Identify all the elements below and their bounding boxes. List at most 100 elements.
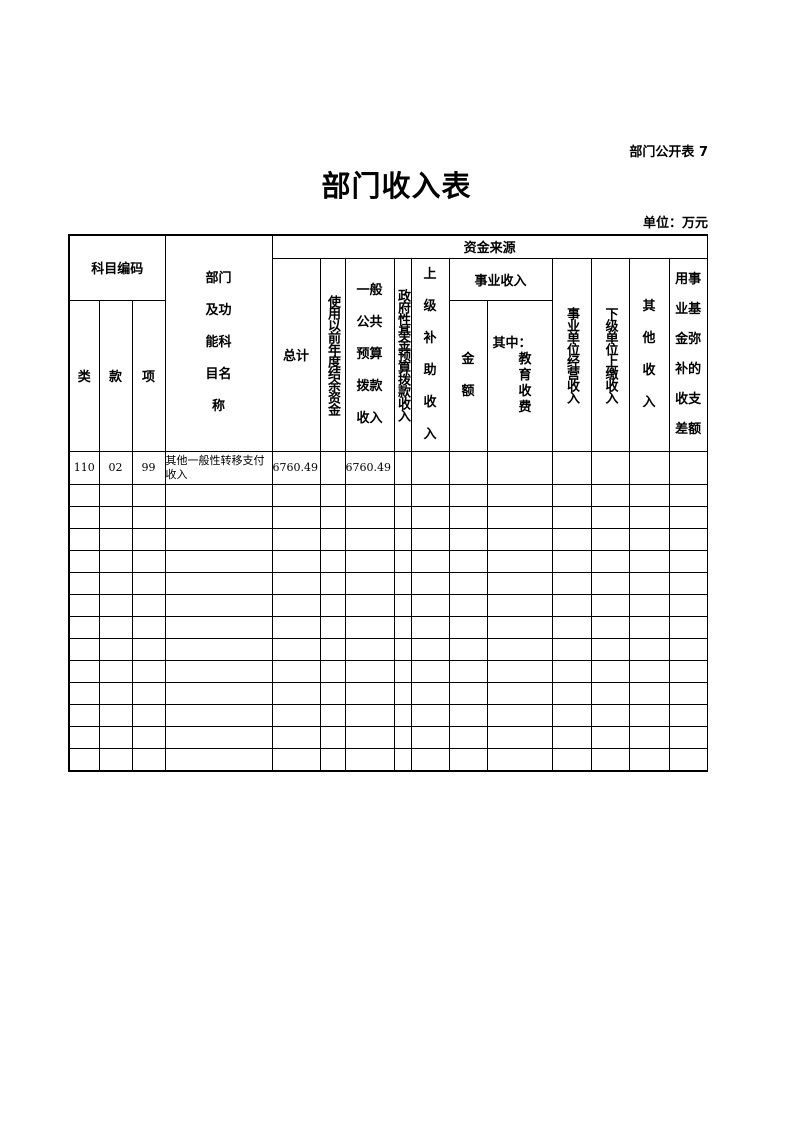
empty-cell xyxy=(590,527,630,551)
empty-cell xyxy=(319,549,346,573)
empty-cell xyxy=(486,659,553,683)
header-general-budget: 一般 公共 预算 拨款 收入 xyxy=(344,257,395,452)
empty-cell xyxy=(131,659,166,683)
empty-cell xyxy=(590,747,630,772)
table-code: 部门公开表 7 xyxy=(629,145,708,160)
empty-cell xyxy=(410,747,450,772)
empty-cell xyxy=(98,483,133,507)
empty-cell xyxy=(68,681,100,705)
empty-cell xyxy=(628,527,670,551)
table-row xyxy=(68,703,708,727)
empty-cell xyxy=(98,505,133,529)
empty-cell xyxy=(98,571,133,595)
table-row xyxy=(68,659,708,683)
empty-cell xyxy=(628,483,670,507)
header-superior-subsidy: 上 级 补 助 收 入 xyxy=(410,257,450,452)
empty-cell xyxy=(551,681,592,705)
empty-cell xyxy=(344,681,395,705)
empty-cell xyxy=(98,593,133,617)
empty-cell xyxy=(486,725,553,749)
empty-cell xyxy=(68,725,100,749)
empty-cell xyxy=(448,505,488,529)
empty-cell xyxy=(486,505,553,529)
empty-cell xyxy=(410,527,450,551)
empty-cell xyxy=(486,637,553,661)
empty-cell xyxy=(448,483,488,507)
empty-cell xyxy=(98,703,133,727)
empty-cell xyxy=(131,725,166,749)
empty-cell xyxy=(319,593,346,617)
empty-cell xyxy=(393,747,412,772)
empty-cell xyxy=(590,681,630,705)
table-row xyxy=(68,571,708,595)
empty-cell xyxy=(410,659,450,683)
empty-cell xyxy=(271,571,321,595)
cell-operating xyxy=(551,450,592,485)
empty-cell xyxy=(590,571,630,595)
empty-cell xyxy=(164,549,273,573)
empty-cell xyxy=(393,483,412,507)
header-subject-code: 科目编码 xyxy=(67,233,166,301)
empty-cell xyxy=(271,659,321,683)
empty-cell xyxy=(668,747,708,772)
empty-cell xyxy=(551,637,592,661)
empty-cell xyxy=(551,593,592,617)
empty-cell xyxy=(393,571,412,595)
cell-other xyxy=(628,450,670,485)
empty-cell xyxy=(448,593,488,617)
empty-cell xyxy=(393,703,412,727)
empty-cell xyxy=(344,703,395,727)
empty-cell xyxy=(68,637,100,661)
empty-cell xyxy=(344,505,395,529)
empty-cell xyxy=(164,681,273,705)
empty-cell xyxy=(628,703,670,727)
empty-cell xyxy=(628,659,670,683)
unit-label: 单位：万元 xyxy=(642,216,708,231)
empty-cell xyxy=(668,527,708,551)
empty-cell xyxy=(668,637,708,661)
header-lei: 类 xyxy=(68,299,100,452)
header-kuan: 款 xyxy=(98,299,133,452)
empty-cell xyxy=(68,703,100,727)
page-title: 部门收入表 xyxy=(321,169,472,203)
cell-general-budget: 6760.49 xyxy=(344,450,395,485)
empty-cell xyxy=(551,571,592,595)
cell-total: 6760.49 xyxy=(271,450,321,485)
header-xiang: 项 xyxy=(131,299,166,452)
header-edu-fee: 其中： 教 育 收 费 xyxy=(486,299,553,452)
empty-cell xyxy=(68,549,100,573)
empty-cell xyxy=(551,549,592,573)
empty-cell xyxy=(628,681,670,705)
empty-cell xyxy=(271,593,321,617)
table-row xyxy=(68,505,708,529)
empty-cell xyxy=(319,615,346,639)
empty-cell xyxy=(98,659,133,683)
empty-cell xyxy=(131,681,166,705)
empty-cell xyxy=(668,681,708,705)
empty-cell xyxy=(486,527,553,551)
empty-cell xyxy=(551,703,592,727)
empty-cell xyxy=(319,571,346,595)
empty-cell xyxy=(344,483,395,507)
empty-cell xyxy=(131,505,166,529)
empty-cell xyxy=(668,483,708,507)
empty-cell xyxy=(628,593,670,617)
table-row xyxy=(68,681,708,705)
empty-cell xyxy=(68,571,100,595)
empty-cell xyxy=(68,593,100,617)
empty-cell xyxy=(410,571,450,595)
empty-cell xyxy=(131,637,166,661)
empty-cell xyxy=(410,593,450,617)
empty-cell xyxy=(164,659,273,683)
empty-cell xyxy=(590,725,630,749)
empty-cell xyxy=(628,747,670,772)
empty-cell xyxy=(551,505,592,529)
cell-reserve xyxy=(668,450,708,485)
empty-cell xyxy=(271,637,321,661)
empty-cell xyxy=(131,615,166,639)
header-other-income: 其 他 收 入 xyxy=(628,257,670,452)
empty-cell xyxy=(628,725,670,749)
empty-cell xyxy=(486,593,553,617)
empty-cell xyxy=(164,725,273,749)
empty-cell xyxy=(448,615,488,639)
